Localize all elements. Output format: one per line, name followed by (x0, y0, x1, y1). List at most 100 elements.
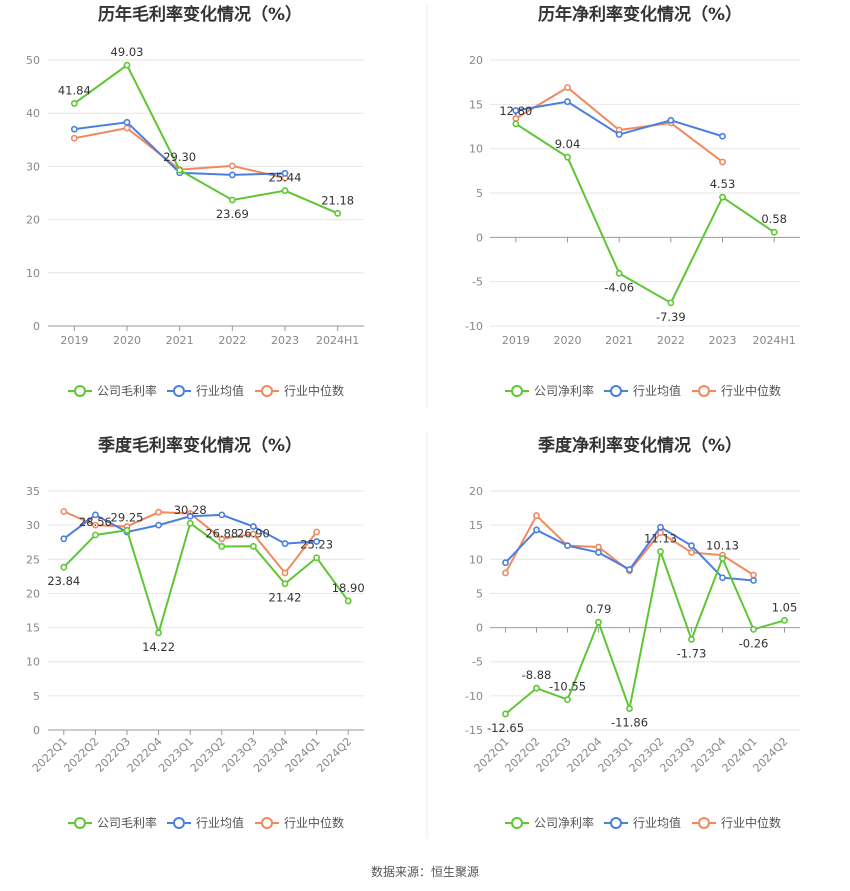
legend-label: 行业中位数 (721, 383, 781, 398)
legend-item-avg[interactable]: 行业均值 (167, 815, 244, 830)
data-point-avg (750, 577, 757, 584)
data-point-company (313, 554, 320, 562)
data-point-company (155, 629, 162, 637)
data-point-company (626, 705, 633, 712)
series-line-median (515, 86, 724, 163)
legend-label: 行业中位数 (284, 383, 344, 398)
chart-legend[interactable]: 公司毛利率 行业均值 行业中位数 (68, 383, 344, 398)
legend-label: 行业均值 (196, 815, 244, 830)
data-label: -12.65 (487, 721, 524, 735)
data-point-avg (657, 523, 664, 531)
legend-marker-icon (173, 385, 185, 397)
data-point-avg (667, 116, 675, 124)
y-tick-label: -5 (472, 276, 483, 289)
data-label: 28.56 (79, 515, 112, 529)
legend-marker-icon (610, 817, 622, 829)
x-tick-label: 2024Q2 (751, 735, 791, 775)
data-point-avg (313, 538, 320, 545)
y-tick-label: 20 (469, 485, 483, 498)
chart-panel-3: 季度毛利率变化情况（%）051015202530352022Q12022Q220… (26, 435, 365, 830)
legend-label: 公司净利率 (534, 815, 594, 830)
legend-marker-icon (511, 385, 523, 397)
series-line-company (504, 547, 785, 715)
data-label: 25.23 (300, 538, 333, 552)
legend-item-median[interactable]: 行业中位数 (692, 815, 781, 830)
data-point-median (533, 512, 540, 519)
legend-item-company[interactable]: 公司净利率 (505, 383, 594, 398)
x-tick-label: 2023 (709, 334, 737, 347)
data-point-company (334, 209, 342, 217)
data-label: 21.18 (321, 193, 354, 207)
data-label: 25.44 (269, 171, 302, 185)
chart-title: 季度净利率变化情况（%） (538, 435, 742, 456)
data-point-avg (688, 542, 695, 550)
data-label: 23.84 (47, 574, 80, 588)
y-tick-label: 40 (26, 107, 40, 120)
x-tick-label: 2021 (166, 334, 194, 347)
data-point-avg (564, 542, 571, 550)
legend-item-company[interactable]: 公司毛利率 (68, 815, 157, 830)
data-label: -1.73 (677, 646, 707, 660)
legend-label: 行业均值 (633, 815, 681, 830)
legend-label: 行业中位数 (721, 815, 781, 830)
y-tick-label: -10 (465, 690, 483, 703)
legend-item-median[interactable]: 行业中位数 (255, 815, 344, 830)
y-tick-label: 5 (476, 187, 483, 200)
data-source-label: 数据来源：恒生聚源 (371, 864, 479, 879)
data-point-avg (123, 118, 131, 126)
legend-marker-icon (610, 385, 622, 397)
data-label: 1.05 (772, 600, 798, 614)
legend-label: 公司毛利率 (97, 383, 157, 398)
legend-marker-icon (261, 817, 273, 829)
data-point-company (281, 580, 289, 588)
legend-marker-icon (511, 817, 523, 829)
data-point-company (595, 618, 602, 626)
data-point-median (92, 521, 99, 529)
data-point-company (512, 120, 520, 128)
data-label: 29.25 (111, 510, 144, 524)
data-label: 0.58 (761, 212, 787, 226)
data-point-company (502, 710, 509, 718)
data-point-avg (512, 107, 520, 114)
data-label: 14.22 (142, 640, 175, 654)
data-label: 10.13 (706, 538, 739, 552)
data-label: 12.80 (499, 104, 532, 118)
y-tick-label: 5 (33, 690, 40, 703)
legend-item-avg[interactable]: 行业均值 (167, 383, 244, 398)
legend-label: 行业均值 (196, 383, 244, 398)
data-label: -10.55 (549, 680, 586, 694)
data-point-median (70, 134, 78, 142)
y-tick-label: 50 (26, 54, 40, 67)
y-tick-label: 35 (26, 485, 40, 498)
data-point-company (657, 548, 664, 555)
data-label: 29.30 (163, 150, 196, 164)
data-label: 23.69 (216, 207, 249, 221)
legend-item-median[interactable]: 行业中位数 (692, 383, 781, 398)
data-label: 0.79 (586, 602, 612, 616)
data-point-company (186, 519, 194, 527)
data-point-median (750, 571, 757, 579)
data-point-avg (60, 535, 68, 543)
data-point-avg (502, 559, 509, 567)
y-tick-label: -15 (465, 724, 483, 737)
chart-legend[interactable]: 公司净利率 行业均值 行业中位数 (505, 815, 781, 830)
legend-marker-icon (74, 817, 86, 829)
data-point-median (502, 569, 509, 577)
chart-title: 历年净利率变化情况（%） (538, 4, 742, 25)
legend-item-avg[interactable]: 行业均值 (604, 383, 681, 398)
y-tick-label: 15 (469, 519, 483, 532)
data-point-avg (228, 171, 236, 179)
legend-item-company[interactable]: 公司毛利率 (68, 383, 157, 398)
data-label: 18.90 (332, 581, 365, 595)
legend-item-median[interactable]: 行业中位数 (255, 383, 344, 398)
chart-legend[interactable]: 公司毛利率 行业均值 行业中位数 (68, 815, 344, 830)
x-tick-label: 2022 (657, 334, 685, 347)
data-label: 30.28 (174, 503, 207, 517)
data-label: -4.06 (604, 280, 634, 294)
legend-item-avg[interactable]: 行业均值 (604, 815, 681, 830)
legend-item-company[interactable]: 公司净利率 (505, 815, 594, 830)
chart-legend[interactable]: 公司净利率 行业均值 行业中位数 (505, 383, 781, 398)
legend-label: 行业均值 (633, 383, 681, 398)
y-tick-label: 15 (26, 622, 40, 635)
data-point-company (719, 193, 726, 201)
